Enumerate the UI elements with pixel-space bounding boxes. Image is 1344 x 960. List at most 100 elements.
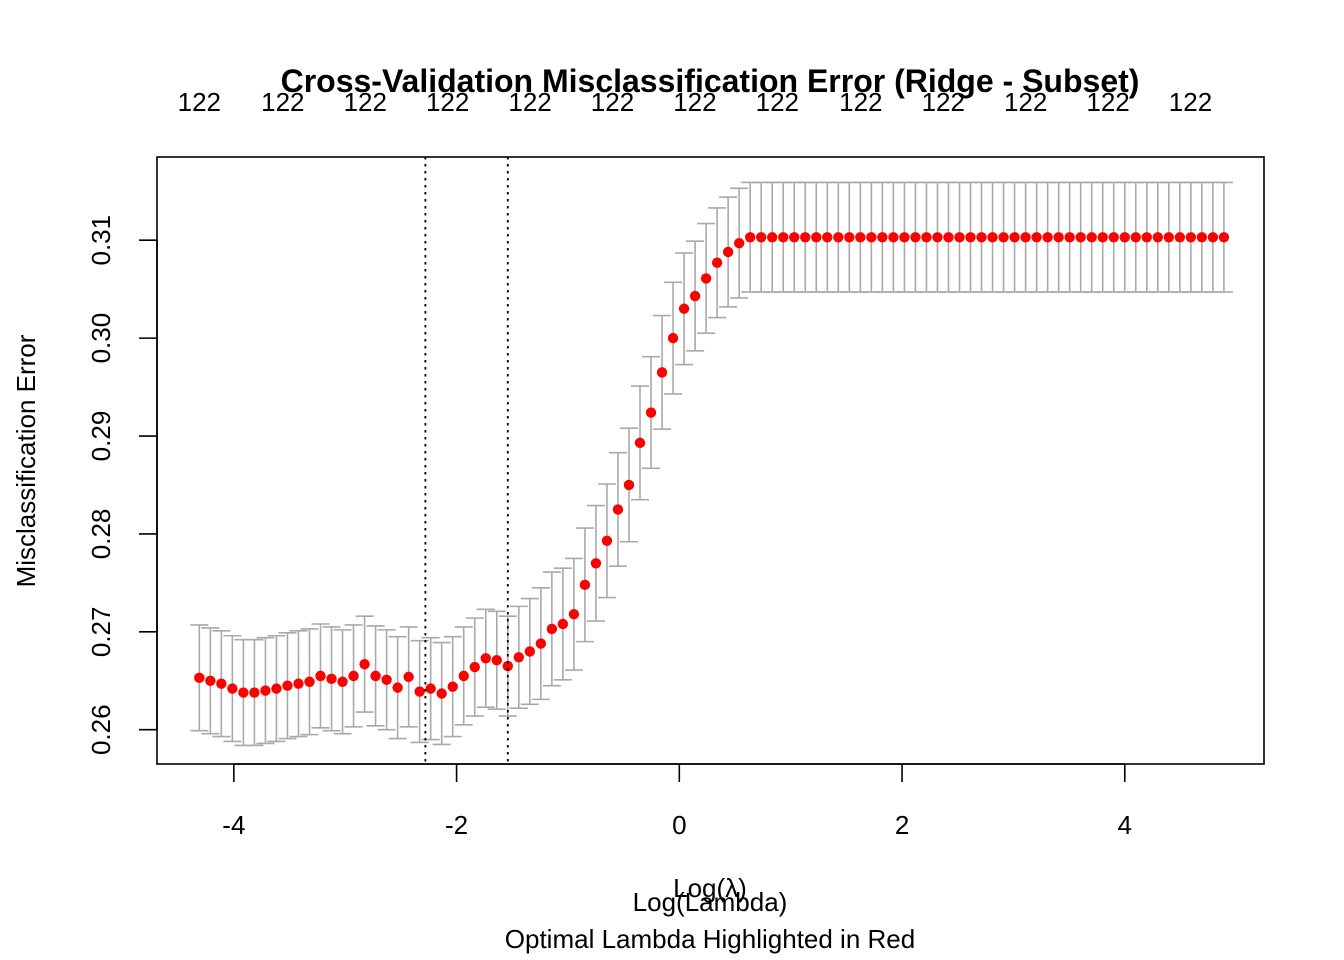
data-point (238, 687, 249, 698)
data-point (326, 673, 337, 685)
data-point (722, 246, 734, 258)
data-point (767, 232, 778, 243)
top-axis-label: 122 (508, 87, 551, 117)
data-point (1163, 232, 1175, 243)
data-point (612, 504, 624, 515)
top-axis-label: 122 (426, 87, 469, 117)
data-point (998, 232, 1009, 243)
data-point (194, 672, 205, 684)
chart-subtitle: Optimal Lambda Highlighted in Red (505, 924, 915, 954)
data-point (513, 652, 525, 663)
data-point (1207, 232, 1219, 243)
data-point (932, 232, 943, 243)
data-point (447, 681, 458, 692)
data-point (1020, 232, 1031, 243)
data-point (436, 688, 447, 699)
data-point (1141, 232, 1152, 243)
data-point (976, 232, 987, 243)
data-point (403, 671, 414, 683)
x-axis: -4 -2 0 2 4 (222, 763, 1132, 840)
data-point (249, 687, 260, 698)
data-point (370, 670, 381, 682)
data-point (568, 609, 580, 620)
data-point (921, 232, 932, 243)
data-point (579, 579, 591, 591)
data-point (282, 680, 293, 691)
x-tick-label: -2 (445, 810, 468, 840)
data-point (822, 232, 833, 243)
data-point (700, 273, 712, 284)
top-axis-label: 122 (756, 87, 799, 117)
chart-title: Cross-Validation Misclassification Error… (281, 63, 1140, 99)
data-point (1174, 232, 1186, 243)
data-point (656, 367, 668, 378)
top-axis: 122 122 122 122 122 122 122 122 122 122 122 122 122 (178, 87, 1213, 117)
reference-lines (424, 157, 509, 764)
data-point (811, 232, 822, 243)
data-point (1097, 232, 1108, 243)
data-point (337, 676, 348, 687)
data-point (910, 232, 921, 243)
data-point (557, 618, 569, 630)
data-point (623, 479, 635, 491)
data-point (987, 232, 998, 243)
data-point (678, 303, 690, 314)
data-point (1064, 232, 1075, 243)
top-axis-label: 122 (591, 87, 634, 117)
y-tick-label: 0.29 (86, 411, 116, 462)
top-axis-label: 122 (1004, 87, 1047, 117)
data-point (469, 661, 480, 673)
top-axis-label: 122 (922, 87, 965, 117)
data-point (359, 658, 370, 670)
data-point (601, 535, 613, 546)
data-point (392, 682, 403, 693)
y-tick-label: 0.27 (86, 607, 116, 658)
data-point (524, 646, 536, 657)
data-point (755, 232, 767, 243)
data-point (293, 678, 304, 689)
data-point (1042, 232, 1053, 243)
data-point (304, 676, 315, 687)
top-axis-label: 122 (1086, 87, 1129, 117)
data-point (1086, 232, 1097, 243)
x-tick-label: 4 (1118, 810, 1132, 840)
data-point (535, 638, 547, 649)
data-point (965, 232, 976, 243)
error-bars (190, 181, 1233, 747)
data-point (502, 660, 513, 672)
data-point (645, 407, 657, 418)
y-axis: 0.26 0.27 0.28 0.29 0.30 0.31 (86, 215, 158, 755)
data-point (866, 232, 877, 243)
x-tick-label: 2 (895, 810, 909, 840)
data-point (877, 232, 888, 243)
y-tick-label: 0.28 (86, 509, 116, 560)
x-axis-label-overlay: Log(Lambda) (633, 887, 788, 917)
data-point (744, 232, 756, 243)
data-point (943, 232, 954, 243)
data-point (1185, 232, 1197, 243)
x-tick-label: 0 (672, 810, 686, 840)
data-point (800, 232, 811, 243)
data-point (1196, 232, 1208, 243)
top-axis-label: 122 (261, 87, 304, 117)
data-point (1075, 232, 1086, 243)
data-point (260, 685, 271, 696)
data-point (546, 623, 558, 635)
data-point (205, 675, 216, 686)
top-axis-label: 122 (1169, 87, 1212, 117)
data-point (888, 232, 899, 243)
data-point (414, 686, 425, 697)
x-tick-label: -4 (222, 810, 245, 840)
data-point (227, 683, 238, 694)
top-axis-label: 122 (178, 87, 221, 117)
data-point (425, 683, 436, 694)
data-point (381, 674, 392, 686)
data-point (1108, 232, 1119, 243)
data-point (1053, 232, 1064, 243)
y-tick-label: 0.26 (86, 704, 116, 755)
data-point (689, 290, 701, 302)
data-point (778, 232, 789, 243)
data-point (480, 653, 491, 664)
data-point (216, 678, 227, 689)
